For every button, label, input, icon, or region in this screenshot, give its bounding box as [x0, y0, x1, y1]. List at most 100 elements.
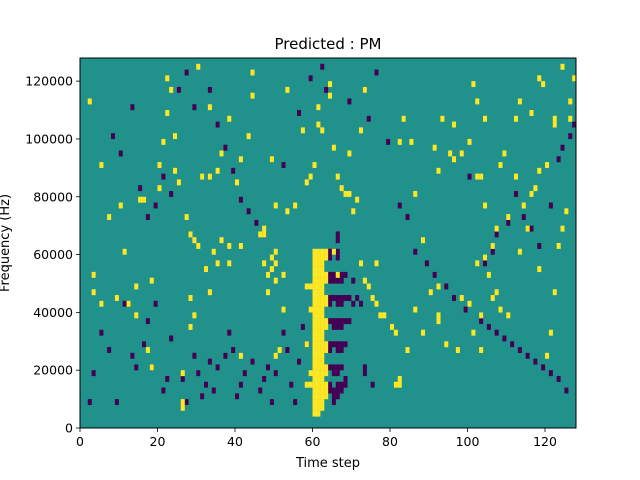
heatmap-cell-low: [107, 347, 112, 353]
heatmap-cell-high: [316, 387, 321, 394]
heatmap-cell-low: [548, 202, 553, 209]
heatmap-cell-high: [169, 86, 174, 93]
heatmap-cell-low: [215, 364, 220, 371]
heatmap-cell-high: [308, 381, 313, 388]
heatmap-cell-high: [552, 289, 557, 296]
heatmap-cell-high: [537, 167, 542, 174]
heatmap-cell-low: [328, 381, 333, 388]
heatmap-cell-low: [169, 190, 174, 197]
heatmap-cell-high: [514, 173, 519, 180]
heatmap-cell-low: [335, 248, 340, 255]
heatmap-cell-high: [180, 370, 185, 377]
heatmap-cell-low: [339, 271, 344, 278]
x-tick-label: 40: [227, 434, 243, 449]
heatmap-cell-low: [207, 358, 212, 365]
heatmap-cell-high: [312, 248, 317, 255]
x-tick-label: 0: [76, 434, 84, 449]
heatmap-cell-low: [424, 260, 429, 267]
heatmap-cell-low: [483, 260, 488, 267]
heatmap-cell-low: [285, 347, 290, 353]
heatmap-cell-high: [471, 329, 476, 336]
heatmap-cell-high: [316, 399, 321, 406]
heatmap-cell-high: [207, 173, 212, 180]
heatmap-cell-low: [180, 375, 185, 382]
heatmap-cell-low: [238, 381, 243, 388]
heatmap-cell-high: [502, 150, 507, 157]
heatmap-cell-high: [475, 173, 480, 180]
heatmap-cell-low: [297, 358, 302, 365]
heatmap-cell-high: [273, 202, 278, 209]
heatmap-cell-high: [200, 173, 205, 180]
heatmap-cell-high: [320, 318, 325, 325]
heatmap-cell-high: [483, 115, 488, 122]
heatmap-cell-high: [320, 370, 325, 377]
heatmap-cell-high: [324, 323, 329, 330]
heatmap-cell-high: [312, 295, 317, 301]
heatmap-cell-high: [316, 289, 321, 296]
heatmap-cell-low: [111, 133, 116, 140]
heatmap-cell-high: [161, 138, 166, 145]
heatmap-cell-high: [397, 138, 402, 145]
heatmap-cell-high: [99, 300, 104, 307]
heatmap-cell-high: [316, 323, 321, 330]
heatmap-cell-low: [281, 329, 286, 336]
heatmap-cell-high: [324, 254, 329, 261]
heatmap-cell-low: [161, 173, 166, 180]
heatmap-cell-high: [269, 156, 274, 163]
heatmap-cell-high: [316, 381, 321, 388]
heatmap-cell-low: [328, 248, 333, 255]
x-axis: 0 20 40 60 80 100 120: [76, 428, 557, 449]
heatmap-cell-high: [269, 266, 274, 273]
heatmap-cell-low: [335, 295, 340, 301]
heatmap-cell-high: [266, 271, 271, 278]
heatmap-cell-high: [107, 214, 112, 221]
heatmap-cell-high: [293, 202, 298, 209]
heatmap-cell-high: [316, 393, 321, 400]
heatmap-cell-low: [339, 323, 344, 330]
heatmap-cell-high: [316, 300, 321, 307]
heatmap-cell-low: [339, 387, 344, 394]
heatmap-cell-high: [312, 352, 317, 359]
heatmap-cell-high: [281, 306, 286, 313]
y-tick-label: 80000: [33, 189, 73, 204]
heatmap-cell-low: [366, 115, 371, 122]
heatmap-cell-high: [308, 173, 313, 180]
heatmap-cell-high: [568, 98, 573, 105]
heatmap-cell-high: [238, 156, 243, 163]
heatmap-cell-high: [316, 283, 321, 290]
heatmap-cell-high: [316, 364, 321, 371]
heatmap-cell-low: [510, 341, 515, 348]
heatmap-cell-high: [401, 115, 406, 122]
heatmap-cell-low: [215, 121, 220, 128]
heatmap-cell-high: [324, 277, 329, 284]
heatmap-cell-high: [514, 115, 519, 122]
heatmap-cell-low: [339, 364, 344, 371]
heatmap-cell-high: [196, 63, 201, 70]
heatmap-cell-low: [91, 370, 96, 377]
heatmap-cell-high: [324, 370, 329, 377]
heatmap-cell-low: [343, 318, 348, 325]
heatmap-cell-high: [421, 237, 426, 244]
heatmap-cell-low: [339, 347, 344, 353]
heatmap-cell-high: [331, 248, 336, 255]
heatmap-cell-low: [359, 300, 364, 307]
heatmap-cell-high: [324, 341, 329, 348]
heatmap-cell-low: [568, 133, 573, 140]
heatmap-cell-high: [320, 289, 325, 296]
heatmap-cell-low: [153, 202, 158, 209]
heatmap-cell-high: [273, 277, 278, 284]
heatmap-cell-low: [269, 399, 274, 406]
heatmap-cell-high: [188, 323, 193, 330]
heatmap-cell-high: [308, 370, 313, 377]
heatmap-cell-low: [300, 323, 305, 330]
heatmap-cell-high: [312, 323, 317, 330]
heatmap-cell-high: [149, 364, 154, 371]
heatmap-cell-high: [215, 167, 220, 174]
heatmap-cell-high: [316, 248, 321, 255]
heatmap-cell-high: [300, 127, 305, 134]
heatmap-cell-low: [529, 225, 534, 232]
heatmap-cell-high: [312, 375, 317, 382]
heatmap-cell-high: [165, 75, 170, 82]
heatmap-cell-low: [331, 387, 336, 394]
heatmap-cell-high: [529, 110, 534, 116]
